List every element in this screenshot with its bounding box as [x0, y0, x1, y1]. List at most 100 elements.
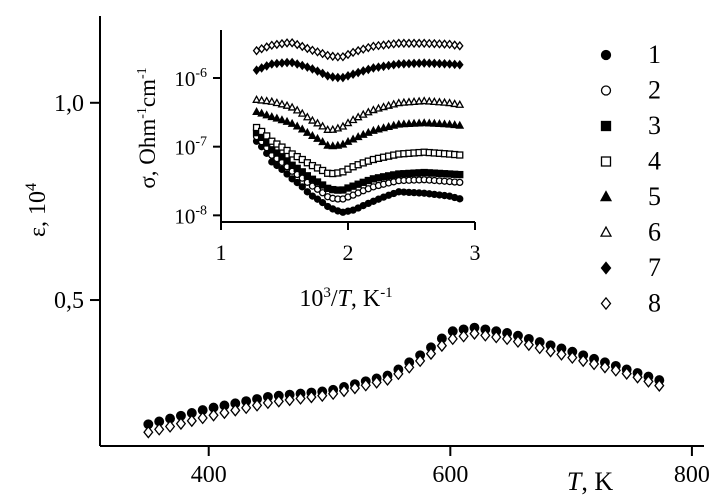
- y-tick-label: 1,0: [54, 91, 84, 117]
- inset-data-point: [303, 188, 312, 196]
- legend-marker: [599, 225, 613, 237]
- data-point: [512, 335, 524, 349]
- inset-data-point: [420, 58, 429, 68]
- inset-data-point: [455, 59, 464, 70]
- main-ticks: 400 600 800 0,5 1,0: [54, 91, 709, 488]
- inset-data-point: [435, 119, 444, 128]
- data-point: [534, 341, 545, 355]
- data-point: [556, 347, 567, 361]
- data-point: [610, 363, 621, 377]
- inset-data-point: [267, 112, 277, 121]
- data-point: [578, 354, 589, 368]
- data-point: [349, 381, 361, 395]
- inset-data-point: [293, 178, 301, 187]
- data-point: [230, 403, 241, 417]
- inset-data-point: [334, 72, 342, 83]
- inset-data-point: [440, 59, 449, 69]
- data-point: [284, 393, 295, 407]
- x-tick-label: 600: [432, 462, 468, 488]
- data-point: [338, 384, 350, 398]
- inset-data-point: [450, 40, 459, 50]
- inset-data-point: [394, 38, 403, 49]
- inset-data-point: [273, 161, 281, 170]
- inset-data-point: [415, 58, 423, 69]
- inset-data-point: [323, 50, 332, 61]
- inset-data-point: [313, 133, 322, 142]
- inset-data-point: [429, 96, 439, 105]
- data-point: [632, 370, 643, 384]
- data-point: [404, 360, 415, 374]
- inset-data-point: [394, 119, 404, 128]
- data-point: [414, 354, 426, 368]
- data-point: [208, 408, 219, 422]
- legend-marker: [600, 120, 612, 132]
- inset-data-point: [394, 59, 403, 69]
- inset-y-tick-label: 10-8: [174, 203, 207, 228]
- inset-data-point: [287, 118, 297, 127]
- inset-data-point: [450, 120, 460, 129]
- inset-data-point: [277, 115, 287, 124]
- data-point: [371, 375, 382, 389]
- inset-data-point: [297, 124, 307, 133]
- data-point: [545, 344, 556, 358]
- data-point: [567, 351, 578, 365]
- inset-x-axis-label: 103/T, K-1: [299, 285, 392, 312]
- y-tick-label: 0,5: [54, 288, 84, 314]
- legend-label: 5: [648, 182, 661, 211]
- inset-data-point: [424, 118, 434, 127]
- inset-data-point: [435, 58, 444, 69]
- inset-data-point: [424, 96, 434, 105]
- legend-marker: [600, 261, 612, 275]
- data-point: [469, 327, 480, 340]
- data-point: [317, 389, 328, 403]
- legend-label: 4: [648, 147, 661, 176]
- inset-y-tick-label: 10-6: [174, 66, 207, 91]
- legend-marker: [600, 156, 612, 167]
- inset-data-point: [456, 178, 464, 187]
- data-point: [306, 390, 317, 404]
- inset-data-point: [298, 168, 306, 176]
- inset-data-point: [308, 130, 317, 139]
- data-point: [654, 379, 665, 392]
- inset-plot: 1 2 3 10-8 10-7 10-6 103/T, K-1 σ, Ohm-1cm-1: [135, 30, 481, 312]
- inset-data-point: [263, 132, 271, 140]
- inset-data-point: [445, 59, 454, 69]
- inset-data-point: [323, 124, 333, 133]
- inset-x-tick-label: 1: [216, 240, 227, 265]
- inset-data-point: [293, 59, 302, 69]
- inset-data-point: [302, 112, 312, 121]
- inset-data-point: [455, 41, 464, 51]
- inset-data-point: [419, 96, 429, 105]
- inset-data-point: [450, 99, 460, 108]
- inset-data-point: [283, 157, 291, 165]
- data-point: [447, 332, 458, 346]
- data-point: [621, 367, 632, 380]
- legend-label: 6: [648, 218, 661, 247]
- inset-data-point: [252, 65, 261, 75]
- x-tick-label: 400: [191, 462, 227, 488]
- data-point: [458, 329, 469, 343]
- legend-label: 2: [648, 76, 661, 105]
- data-point: [436, 339, 447, 353]
- inset-data-point: [257, 108, 267, 117]
- data-point: [523, 338, 534, 352]
- inset-x-tick-label: 3: [470, 240, 481, 265]
- inset-data-point: [288, 175, 296, 183]
- inset-data-point: [419, 118, 429, 127]
- inset-data-point: [414, 118, 424, 127]
- legend-marker: [600, 296, 612, 311]
- inset-data-point: [429, 118, 439, 127]
- inset-y-tick-label: 10-7: [174, 135, 207, 160]
- inset-data-point: [420, 38, 429, 49]
- inset-data-point: [318, 137, 327, 146]
- inset-data-point: [323, 140, 333, 149]
- inset-data-point: [410, 58, 418, 69]
- data-point: [251, 398, 263, 412]
- inset-data-point: [292, 121, 302, 130]
- main-plot: 400 600 800 0,5 1,0 T, K ε, 104: [23, 16, 709, 495]
- inset-data-point: [262, 96, 272, 105]
- data-point: [143, 425, 154, 439]
- inset-data-point: [455, 99, 465, 108]
- legend-label: 8: [648, 289, 661, 318]
